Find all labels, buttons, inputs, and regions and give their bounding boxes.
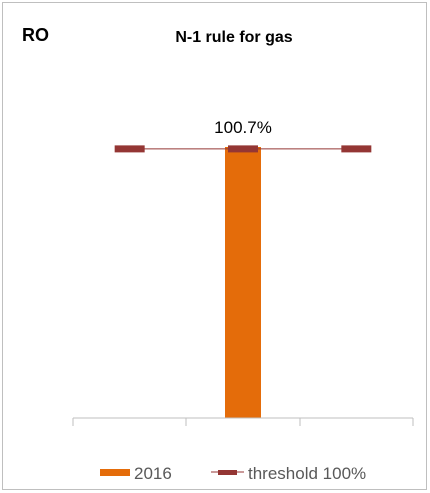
legend-label-threshold: threshold 100% <box>248 464 366 483</box>
legend-label-2016: 2016 <box>134 464 172 483</box>
threshold-marker <box>228 145 258 153</box>
legend-marker-threshold <box>218 470 237 475</box>
legend-swatch-2016 <box>100 469 130 476</box>
plot-area: 100.7% <box>114 118 372 418</box>
bar-2016 <box>225 147 261 418</box>
chart-frame <box>2 2 427 490</box>
country-code: RO <box>22 25 49 45</box>
threshold-marker <box>114 145 145 153</box>
data-label: 100.7% <box>214 118 272 137</box>
threshold-marker <box>341 145 372 153</box>
legend: 2016 threshold 100% <box>100 464 366 483</box>
chart-title: N-1 rule for gas <box>175 29 292 46</box>
